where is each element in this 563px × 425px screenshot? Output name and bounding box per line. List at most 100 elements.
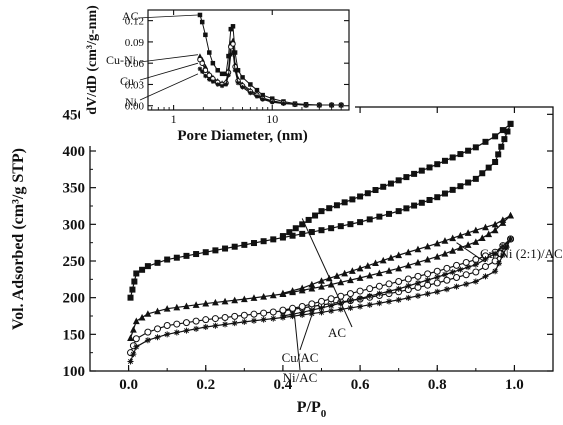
inset-ni-point: [228, 52, 234, 57]
main-ac-desorption-point: [472, 144, 479, 151]
main-ac-adsorption-point: [202, 249, 209, 256]
main-cu-ac-adsorption-point: [211, 315, 219, 323]
main-ni-ac-desorption-point: [465, 264, 472, 271]
main-ac-desorption-point: [299, 221, 306, 228]
main-cu-ni-2-1-ac-desorption-point: [348, 267, 356, 274]
main-cu-ni-2-1-ac-desorption-point: [404, 248, 412, 256]
main-ni-ac-desorption-point: [434, 274, 441, 281]
main-cu-ni-2-1-ac-adsorption-point: [318, 283, 325, 290]
main-cu-ni-2-1-ac-desorption-point: [387, 254, 395, 261]
inset-ac-point: [235, 68, 241, 73]
main-annotation-leader-ac: [301, 218, 353, 328]
inset-background: [80, 0, 355, 146]
main-ac-adsorption-point: [357, 219, 364, 226]
inset-annotation-leader-cu: [139, 62, 199, 81]
main-cu-ni-2-1-ac-adsorption-point: [192, 301, 200, 308]
main-cu-ac-desorption-point: [298, 302, 306, 310]
main-ac-adsorption-point: [441, 190, 448, 197]
main-ni-ac-adsorption-point: [337, 306, 344, 313]
main-cu-ni-2-1-ac-desorption-point: [341, 269, 349, 277]
inset-x-tick-label: 10: [266, 112, 278, 126]
main-ac-desorption-point: [292, 225, 299, 232]
main-ac-desorption-point: [341, 199, 348, 206]
main-cu-ac-desorption-point: [318, 297, 325, 305]
main-cu-ac-desorption-point: [433, 267, 441, 275]
main-cu-ac-desorption-point: [327, 295, 335, 303]
inset-ni-point: [248, 90, 253, 96]
main-cu-ni-2-1-ac-desorption-point: [472, 226, 480, 234]
main-cu-ni-2-1-ac-adsorption-point: [404, 261, 412, 269]
main-ac-desorption-point: [434, 161, 441, 168]
main-cu-ni-2-1-ac-adsorption-point: [202, 299, 210, 307]
main-ni-ac-desorption-point: [449, 269, 456, 276]
main-ac-adsorption-point: [395, 208, 402, 215]
inset-cu-ni-point: [197, 53, 203, 59]
main-ni-ac-desorption-point: [414, 280, 421, 286]
main-ni-ac-adsorption-point: [503, 244, 510, 251]
main-cu-ni-2-1-ac-adsorption-point: [154, 307, 161, 315]
main-cu-ac-desorption-point: [356, 287, 364, 295]
main-ac-adsorption-point: [308, 229, 315, 236]
main-cu-ni-2-1-ac-adsorption-point: [211, 298, 219, 306]
inset-ni-point: [207, 77, 212, 82]
main-ni-ac-adsorption-point: [164, 331, 171, 338]
main-x-tick-label: 0.8: [428, 377, 447, 393]
inset-cu-point: [206, 72, 213, 78]
main-cu-ac-adsorption-point: [144, 328, 152, 336]
main-ni-ac-desorption-point: [347, 297, 354, 304]
main-cu-ni-2-1-ac-adsorption-point: [337, 278, 345, 286]
inset-ni-point: [226, 72, 231, 78]
main-cu-ac-desorption-point: [366, 285, 374, 293]
main-ac-adsorption-point: [457, 183, 464, 190]
main-ac-adsorption-point: [139, 266, 146, 273]
inset-ni-point: [203, 73, 208, 79]
main-cu-ni-2-1-ac-adsorption-point: [138, 313, 146, 321]
inset-ac-point: [248, 82, 253, 87]
main-annotation-leader-ni-ac: [293, 315, 301, 371]
main-y-tick-label: 300: [63, 217, 86, 233]
main-ac-adsorption-point: [434, 194, 441, 201]
main-cu-ni-2-1-ac-desorption-point: [433, 239, 441, 247]
main-series-cu-ni-2-1-ac: [127, 211, 514, 341]
main-cu-ac-adsorption-point: [221, 313, 229, 321]
main-ac-adsorption-point: [270, 236, 277, 243]
main-cu-ni-2-1-ac-desorption-point: [279, 289, 287, 297]
main-ac-adsorption-point: [173, 254, 180, 261]
main-annotation-cu-ac: Cu/AC: [282, 350, 319, 365]
main-cu-ni-2-1-ac-adsorption-point: [441, 250, 449, 257]
main-ni-ac-desorption-point: [482, 256, 489, 263]
main-ac-adsorption-point: [485, 164, 492, 171]
main-ni-ac-adsorption-point: [212, 322, 219, 329]
main-ac-desorption-point: [441, 157, 448, 164]
inset-cu-point: [199, 60, 205, 66]
main-cu-ni-2-1-ac-adsorption-point: [464, 241, 472, 248]
main-ni-ac-desorption-point: [395, 285, 402, 292]
inset-ni-point: [329, 102, 334, 108]
inset-ac-point: [232, 50, 238, 55]
main-ni-ac-adsorption-point: [127, 358, 134, 365]
main-cu-ac-adsorption-point: [192, 317, 200, 325]
main-ni-ac-adsorption-point: [202, 324, 209, 330]
main-ni-ac-adsorption-point: [241, 318, 248, 325]
inset-annotation-leader-ac: [137, 14, 198, 19]
main-ac-desorption-point: [499, 127, 506, 134]
main-cu-ni-2-1-ac-adsorption-point: [221, 297, 229, 305]
main-cu-ni-2-1-ac-adsorption-point: [173, 303, 181, 311]
main-cu-ni-2-1-ac-desorption-point: [414, 245, 422, 253]
main-ni-ac-adsorption-point: [424, 290, 431, 297]
main-cu-ac-adsorption-point: [182, 319, 190, 327]
main-ni-ac-desorption-point: [318, 304, 325, 311]
main-ac-desorption-point: [305, 216, 312, 223]
inset-ni-point: [235, 80, 241, 86]
main-cu-ni-2-1-ac-adsorption-point: [250, 294, 258, 301]
main-ni-ac-desorption-point: [499, 243, 506, 250]
main-cu-ni-2-1-ac-desorption-point: [464, 229, 472, 236]
main-annotation-leader-cu-ni-2-1-ac: [456, 242, 486, 263]
main-cu-ac-adsorption-point: [481, 263, 489, 270]
inset-ac-point: [210, 60, 216, 66]
main-cu-ac-adsorption-point: [433, 279, 441, 287]
inset-ac-point: [254, 87, 260, 93]
main-ac-desorption-point: [507, 120, 514, 127]
main-cu-ni-2-1-ac-adsorption-point: [127, 334, 134, 341]
inset-ac-point: [207, 50, 212, 55]
